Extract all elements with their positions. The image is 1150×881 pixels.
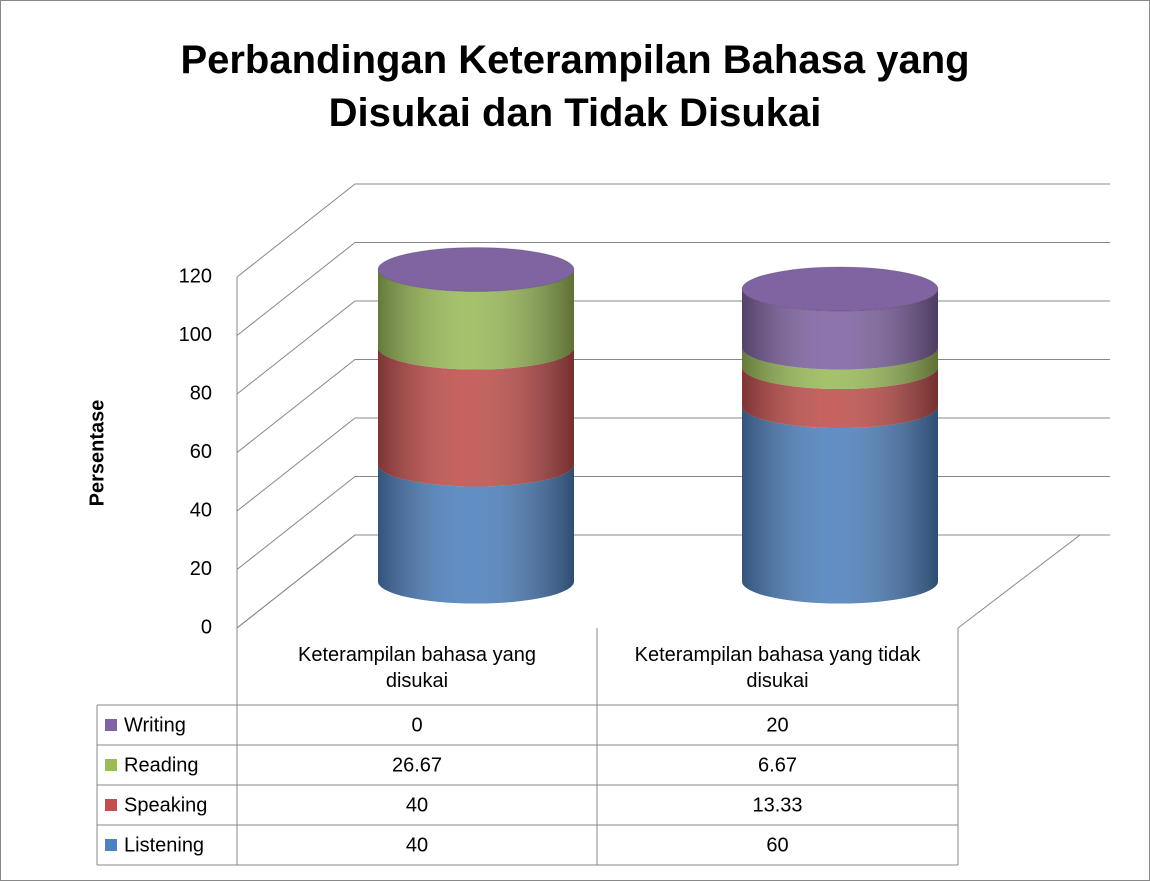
grid-line — [236, 359, 1110, 453]
table-value: 40 — [406, 834, 428, 856]
y-tick-label: 80 — [190, 382, 212, 404]
legend-label: Writing — [124, 714, 186, 736]
y-tick-label: 0 — [201, 616, 212, 638]
grid-line — [236, 417, 1110, 512]
y-tick-label: 20 — [190, 558, 212, 580]
legend-swatch — [105, 759, 117, 771]
cylinder-shade — [742, 347, 938, 390]
y-tick-label: 40 — [190, 499, 212, 521]
grid-line — [236, 242, 1110, 336]
cylinder-shade — [378, 464, 574, 604]
legend-label: Reading — [124, 754, 199, 776]
legend-label: Speaking — [124, 794, 207, 816]
grid-line — [236, 476, 1110, 570]
legend-swatch — [105, 799, 117, 811]
legend-label: Listening — [124, 834, 204, 856]
legend-swatch — [105, 839, 117, 851]
grid-line — [236, 534, 1110, 629]
grid-line — [236, 183, 1110, 278]
table-value: 13.33 — [752, 794, 802, 816]
cylinder-shade — [742, 289, 938, 370]
cylinder-shade — [378, 347, 574, 487]
table-value: 40 — [406, 794, 428, 816]
cylinder-shade — [742, 406, 938, 604]
table-value: 6.67 — [758, 754, 797, 776]
y-tick-label: 60 — [190, 441, 212, 463]
floor — [236, 534, 1082, 629]
category-label: Keterampilan bahasa yang disukai — [298, 644, 536, 692]
cylinder-shade — [378, 269, 574, 370]
legend-swatch — [105, 719, 117, 731]
grid-line — [236, 300, 1110, 395]
chart-title: Perbandingan Keterampilan Bahasa yang Di… — [180, 38, 970, 135]
table-value: 60 — [766, 834, 788, 856]
table-value: 26.67 — [392, 754, 442, 776]
y-tick-label: 120 — [179, 265, 212, 287]
y-axis-label: Persentase — [86, 400, 108, 507]
cylinder-cap — [377, 246, 575, 292]
table-value: 20 — [766, 714, 788, 736]
table-value: 0 — [411, 714, 422, 736]
y-tick-label: 100 — [179, 324, 212, 346]
category-label: Keterampilan bahasa yang tidak disukai — [634, 644, 921, 692]
cylinder-cap — [741, 266, 939, 312]
cylinder-shade — [742, 367, 938, 428]
